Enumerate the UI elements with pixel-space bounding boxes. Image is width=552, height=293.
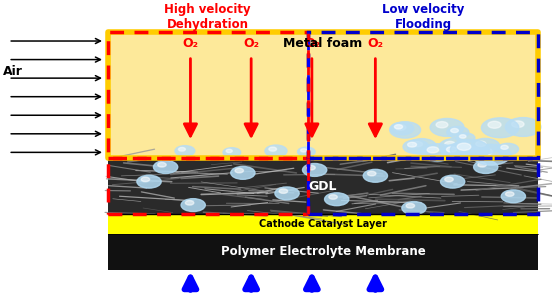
Circle shape: [269, 147, 277, 151]
Circle shape: [421, 144, 454, 161]
Text: High velocity
Dehydration: High velocity Dehydration: [164, 3, 251, 31]
Bar: [108, 214, 538, 234]
Circle shape: [440, 175, 465, 188]
Text: Low velocity
Flooding: Low velocity Flooding: [382, 3, 464, 31]
Circle shape: [481, 118, 519, 138]
Circle shape: [444, 142, 455, 147]
Circle shape: [457, 143, 471, 150]
Circle shape: [436, 122, 448, 128]
Circle shape: [390, 122, 421, 138]
Circle shape: [175, 146, 195, 156]
Circle shape: [476, 141, 486, 146]
Circle shape: [301, 149, 307, 152]
Circle shape: [450, 139, 490, 160]
Bar: [108, 158, 538, 214]
Circle shape: [470, 147, 477, 151]
Circle shape: [512, 121, 524, 127]
Text: H⁺: H⁺: [304, 292, 320, 293]
Circle shape: [235, 168, 243, 173]
Bar: [108, 32, 538, 158]
Text: H⁺: H⁺: [367, 292, 384, 293]
Circle shape: [368, 171, 376, 176]
Circle shape: [137, 175, 161, 188]
Circle shape: [231, 166, 255, 179]
Bar: [308, 32, 538, 158]
Circle shape: [363, 169, 388, 182]
Text: H⁺: H⁺: [243, 292, 259, 293]
Circle shape: [153, 161, 178, 173]
Circle shape: [456, 133, 475, 143]
Circle shape: [501, 190, 526, 203]
Circle shape: [506, 192, 514, 196]
Circle shape: [141, 177, 150, 182]
Circle shape: [450, 128, 458, 132]
Circle shape: [469, 145, 487, 155]
Circle shape: [479, 148, 492, 155]
Text: Polymer Electrolyte Membrane: Polymer Electrolyte Membrane: [221, 246, 425, 258]
Circle shape: [497, 143, 518, 155]
Circle shape: [472, 144, 511, 165]
Circle shape: [442, 144, 470, 159]
Circle shape: [265, 145, 287, 157]
Text: H⁺: H⁺: [182, 292, 199, 293]
Bar: [308, 158, 538, 214]
Circle shape: [158, 163, 166, 167]
Circle shape: [390, 122, 413, 135]
Text: O₂: O₂: [183, 37, 198, 50]
Bar: [108, 158, 308, 214]
Circle shape: [445, 177, 453, 182]
Circle shape: [447, 147, 457, 152]
Circle shape: [406, 204, 415, 208]
Circle shape: [459, 135, 466, 138]
Circle shape: [501, 145, 508, 149]
Circle shape: [407, 142, 417, 147]
Circle shape: [185, 201, 194, 205]
Circle shape: [275, 187, 299, 200]
Circle shape: [329, 195, 337, 199]
Bar: [108, 32, 308, 158]
Circle shape: [307, 166, 315, 170]
Bar: [108, 32, 538, 158]
Text: O₂: O₂: [368, 37, 383, 50]
Circle shape: [478, 163, 486, 167]
Circle shape: [395, 125, 406, 130]
Circle shape: [427, 147, 439, 153]
Circle shape: [279, 189, 288, 193]
Circle shape: [325, 193, 349, 206]
Circle shape: [181, 199, 205, 212]
Circle shape: [407, 139, 437, 154]
Text: O₂: O₂: [243, 37, 259, 50]
Circle shape: [439, 139, 470, 155]
Text: Metal foam: Metal foam: [283, 37, 363, 50]
Text: Cathode Catalyst Layer: Cathode Catalyst Layer: [259, 219, 387, 229]
Text: O₂: O₂: [304, 37, 320, 50]
Circle shape: [178, 147, 185, 151]
Circle shape: [466, 145, 487, 156]
Circle shape: [472, 147, 479, 151]
Text: GDL: GDL: [309, 180, 337, 193]
Circle shape: [471, 138, 500, 154]
Circle shape: [402, 202, 426, 214]
Circle shape: [474, 161, 498, 173]
Circle shape: [403, 140, 429, 154]
Text: Air: Air: [3, 65, 23, 78]
Circle shape: [394, 125, 402, 129]
Circle shape: [447, 126, 469, 138]
Circle shape: [302, 163, 327, 176]
Circle shape: [223, 148, 241, 157]
Circle shape: [488, 121, 501, 128]
Circle shape: [226, 149, 232, 153]
Circle shape: [430, 118, 464, 137]
Bar: [108, 234, 538, 270]
Circle shape: [412, 141, 422, 147]
Circle shape: [506, 117, 541, 137]
Circle shape: [298, 147, 315, 156]
